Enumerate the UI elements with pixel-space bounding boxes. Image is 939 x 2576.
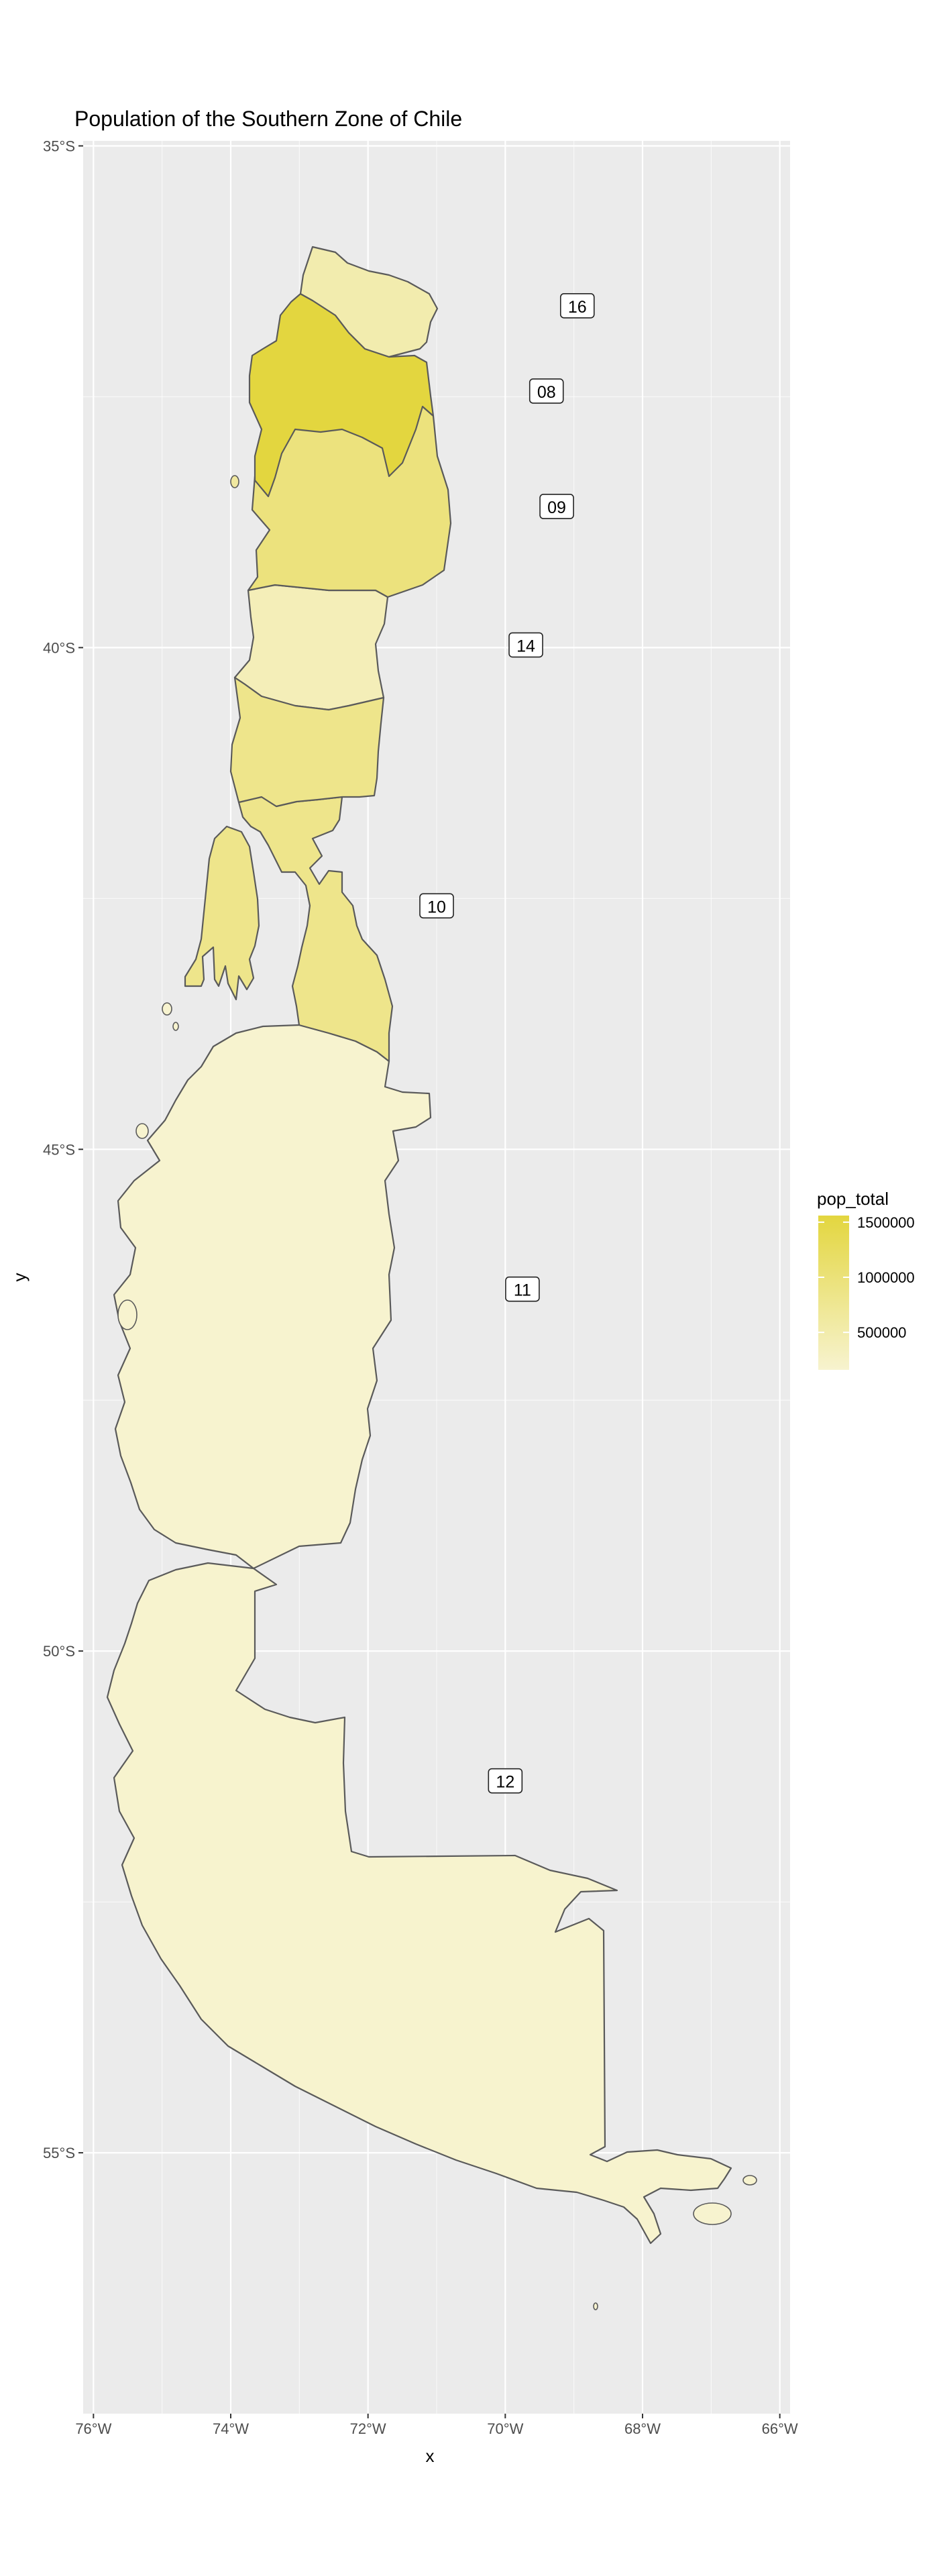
regions-layer [106,246,732,2245]
region-label-box [529,378,564,404]
plot-title: Population of the Southern Zone of Chile [74,107,462,131]
y-tick-label: 40°S [43,639,75,656]
islet [742,2175,757,2186]
x-tick-label: 76°W [75,2420,111,2437]
y-tick-label: 45°S [43,1141,75,1158]
region-label-text: 14 [516,637,535,655]
region-label-box [419,893,454,919]
y-tick-label: 55°S [43,2145,75,2161]
region-label-10: 10 [419,893,454,919]
region-10 [237,796,394,1063]
legend-colorbar [818,1216,849,1370]
region-label-text: 10 [427,898,446,916]
region-label-08: 08 [529,378,564,404]
x-tick-label: 66°W [762,2420,798,2437]
region-label-16: 16 [559,293,595,319]
region-label-text: 16 [568,298,587,317]
region-label-text: 12 [496,1773,514,1792]
region-14 [233,584,389,711]
region-label-text: 11 [514,1281,531,1300]
axis-ticks: 76°W 74°W 72°W 70°W 68°W 66°W 35°S 40°S 45°S 50°S… [43,138,798,2437]
region-label-box [488,1768,523,1794]
legend: pop_total 1500000 1000000 500000 [817,1189,915,1370]
region-label-box [508,632,543,658]
y-axis-title: y [9,1273,30,1282]
islet [117,1299,137,1330]
x-tick-label: 72°W [350,2420,386,2437]
region-label-box [559,293,595,319]
region-16 [299,246,439,358]
region-label-11: 11 [505,1276,540,1302]
legend-tick-label: 1500000 [857,1214,915,1231]
islet [593,2302,598,2310]
islet [135,1123,149,1139]
region-label-text: 09 [547,498,566,517]
islets-layer [117,475,757,2310]
region-label-box [505,1276,540,1302]
region-12 [106,1562,732,2245]
islet [172,1022,179,1031]
legend-title: pop_total [817,1189,889,1209]
region-label-box [539,494,574,519]
region-label-09: 09 [539,494,574,519]
x-tick-label: 74°W [213,2420,249,2437]
legend-tick-label: 1000000 [857,1269,915,1286]
region-label-text: 08 [537,383,556,402]
legend-tick-label: 500000 [857,1324,906,1341]
region-08 [248,292,435,498]
x-axis-title: x [426,2446,435,2466]
x-tick-label: 70°W [487,2420,523,2437]
islet [693,2202,732,2225]
region-label-12: 12 [488,1768,523,1794]
y-tick-label: 35°S [43,138,75,154]
region-labels: 16 08 09 14 10 11 12 [419,293,595,1794]
y-tick-label: 50°S [43,1643,75,1660]
islet [162,1002,172,1016]
legend-ticks: 1500000 1000000 500000 [818,1214,915,1341]
region-los-rios-south-14 [229,676,385,808]
x-tick-label: 68°W [624,2420,661,2437]
region-label-14: 14 [508,632,543,658]
islet-mocha [230,475,239,488]
region-chiloe [184,825,260,1001]
region-11 [113,1024,432,1570]
